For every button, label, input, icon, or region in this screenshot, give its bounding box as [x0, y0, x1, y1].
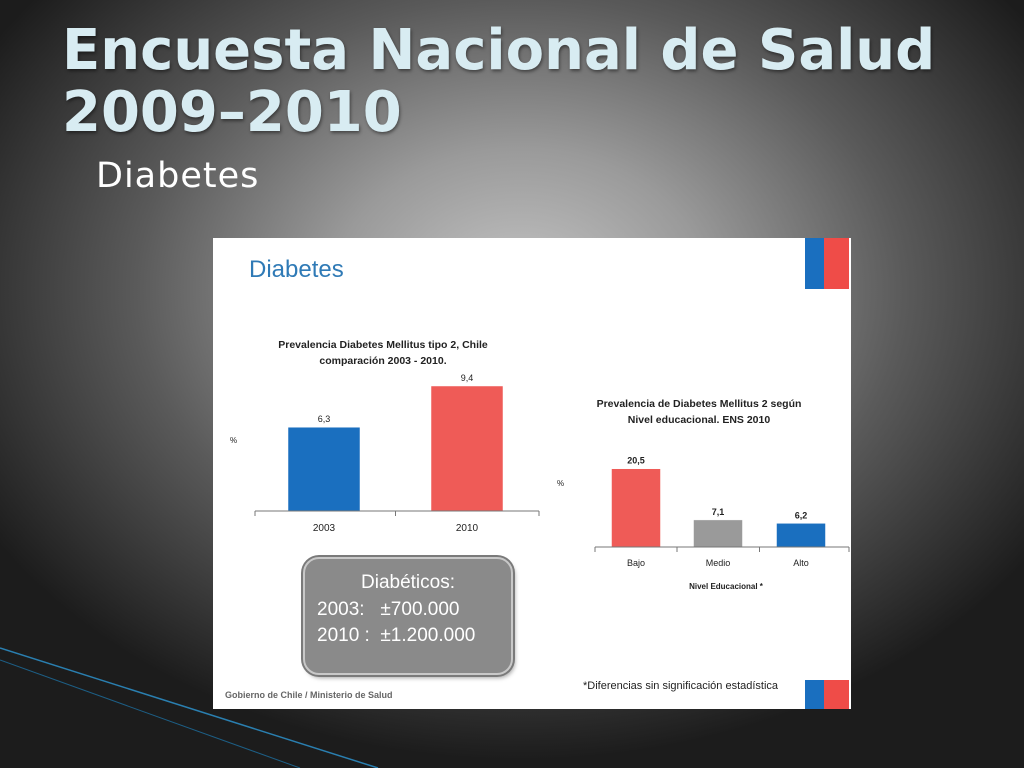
bar-value-label: 9,4	[461, 373, 474, 383]
slide-title-line2: 2009–2010	[62, 80, 402, 145]
chile-flag-icon	[805, 238, 849, 289]
slide-title: Encuesta Nacional de Salud 2009–2010	[62, 20, 935, 144]
bar	[693, 519, 743, 548]
charts-svg: Prevalencia Diabetes Mellitus tipo 2, Ch…	[230, 339, 850, 591]
x-tick-label: 2003	[313, 523, 336, 534]
x-tick-label: 2010	[456, 523, 479, 534]
footnote: *Diferencias sin significación estadísti…	[583, 680, 779, 692]
callout-line-2003: 2003: ±700.000	[317, 599, 460, 620]
slide-subtitle: Diabetes	[96, 156, 260, 196]
callout-line-2010: 2010 : ±1.200.000	[317, 625, 476, 646]
x-tick-label: Medio	[706, 558, 731, 568]
bar	[611, 468, 661, 548]
chart-title-line: Prevalencia Diabetes Mellitus tipo 2, Ch…	[278, 339, 488, 351]
bar-value-label: 20,5	[627, 456, 645, 466]
bar-value-label: 7,1	[712, 507, 725, 517]
footer-credit: Gobierno de Chile / Ministerio de Salud	[225, 690, 393, 700]
bar	[776, 523, 826, 548]
bar-value-label: 6,2	[795, 510, 808, 520]
chile-flag-icon	[805, 680, 849, 709]
bar	[287, 426, 361, 512]
slide-title-line1: Encuesta Nacional de Salud	[62, 18, 936, 83]
chart-title-line: Prevalencia de Diabetes Mellitus 2 según	[597, 398, 802, 410]
x-axis-label: Nivel Educacional *	[689, 582, 764, 591]
x-tick-label: Alto	[793, 558, 809, 568]
deco-line	[0, 647, 379, 768]
diabeticos-callout: Diabéticos: 2003: ±700.000 2010 : ±1.200…	[303, 557, 513, 675]
chart-title-line: comparación 2003 - 2010.	[319, 355, 446, 367]
deco-line	[0, 659, 301, 768]
callout-title: Diabéticos:	[361, 572, 455, 593]
x-tick-label: Bajo	[627, 558, 645, 568]
bar	[430, 385, 504, 512]
bar-value-label: 6,3	[318, 414, 331, 424]
y-axis-label: %	[230, 436, 237, 445]
chart-title-line: Nivel educacional. ENS 2010	[628, 414, 771, 426]
y-axis-label: %	[557, 479, 564, 488]
panel-title: Diabetes	[249, 256, 344, 283]
chart-panel: Diabetes Prevalencia Diabetes Mellitus t…	[213, 238, 851, 709]
